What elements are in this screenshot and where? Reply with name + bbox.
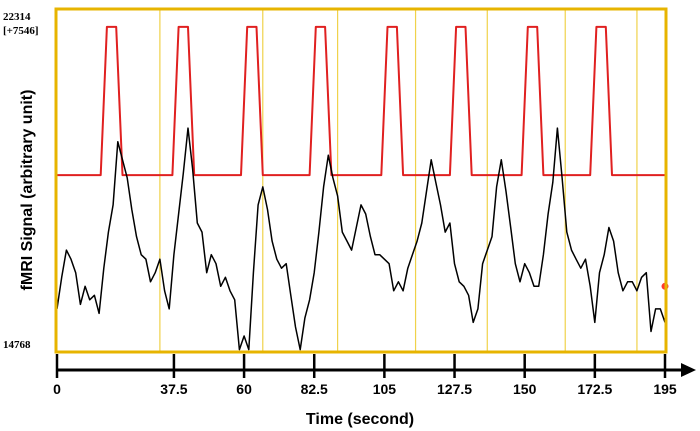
fmri-signal-series-line xyxy=(56,127,666,351)
x-tick-label-4: 105 xyxy=(373,381,397,397)
y-max-label: 22314 xyxy=(3,11,31,23)
plot-frame xyxy=(54,7,668,354)
x-axis-title: Time (second) xyxy=(306,411,414,428)
x-tick-label-5: 127.5 xyxy=(437,381,472,397)
y-axis-title: fMRI Signal (arbitrary unit) xyxy=(19,90,36,291)
x-axis-arrowhead xyxy=(681,363,696,377)
plot-background xyxy=(56,9,666,352)
x-tick-label-1: 37.5 xyxy=(160,381,187,397)
y-range-label: [+7546] xyxy=(3,25,39,37)
x-tick-label-6: 150 xyxy=(513,381,537,397)
stimulus-series-line xyxy=(57,25,665,177)
x-tick-label-2: 60 xyxy=(236,381,252,397)
x-tick-label-8: 195 xyxy=(653,381,677,397)
x-tick-label-3: 82.5 xyxy=(301,381,328,397)
x-tick-label-0: 0 xyxy=(53,381,61,397)
x-tick-label-7: 172.5 xyxy=(577,381,612,397)
y-min-label: 14768 xyxy=(3,339,31,351)
x-ticks: 0 37.5 60 82.5 105 127.5 150 172.5 195 xyxy=(53,354,677,397)
stimulus-gridlines xyxy=(159,10,638,351)
